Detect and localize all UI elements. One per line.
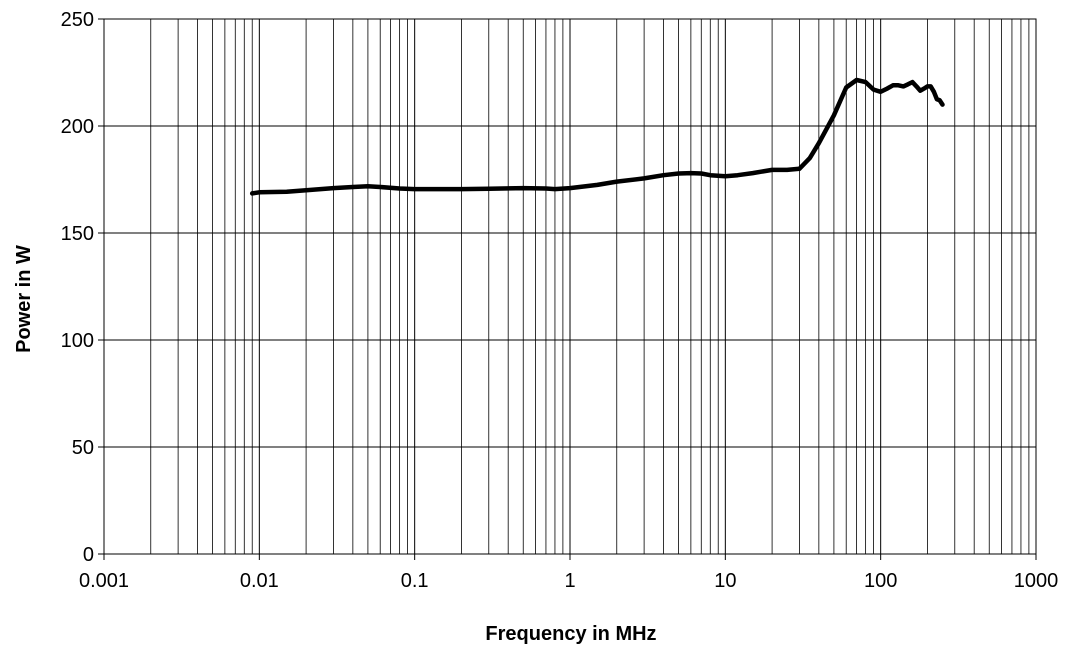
y-axis-title: Power in W (13, 245, 35, 353)
y-tick-label: 50 (72, 437, 94, 459)
major-gridlines (103, 18, 1037, 555)
axes (98, 18, 1037, 560)
y-tick-label: 0 (83, 544, 94, 566)
minor-gridlines (150, 19, 1030, 554)
series-group (249, 77, 945, 196)
x-tick-label: 0.01 (240, 570, 279, 592)
y-tick-label: 200 (61, 116, 94, 138)
y-tick-label: 100 (61, 330, 94, 352)
x-tick-label: 10 (714, 570, 736, 592)
x-tick-label: 0.001 (79, 570, 129, 592)
x-axis-title: Frequency in MHz (485, 623, 656, 645)
x-tick-label: 0.1 (401, 570, 429, 592)
x-tick-label: 100 (864, 570, 897, 592)
x-tick-label: 1 (564, 570, 575, 592)
y-tick-label: 150 (61, 223, 94, 245)
series-line (249, 77, 945, 196)
x-tick-label: 1000 (1014, 570, 1059, 592)
tick-labels: 0.001 0.01 0.1 1 10 100 1000 0 50 100 150 200 250 (61, 9, 1059, 592)
y-tick-label: 250 (61, 9, 94, 31)
